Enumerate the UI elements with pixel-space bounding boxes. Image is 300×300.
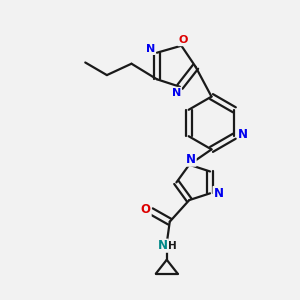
Text: O: O	[178, 35, 188, 45]
Text: N: N	[186, 153, 196, 166]
Text: N: N	[146, 44, 155, 54]
Text: N: N	[158, 239, 168, 252]
Text: N: N	[172, 88, 181, 98]
Text: H: H	[168, 241, 176, 251]
Text: N: N	[238, 128, 248, 141]
Text: O: O	[141, 203, 151, 216]
Text: N: N	[213, 187, 224, 200]
